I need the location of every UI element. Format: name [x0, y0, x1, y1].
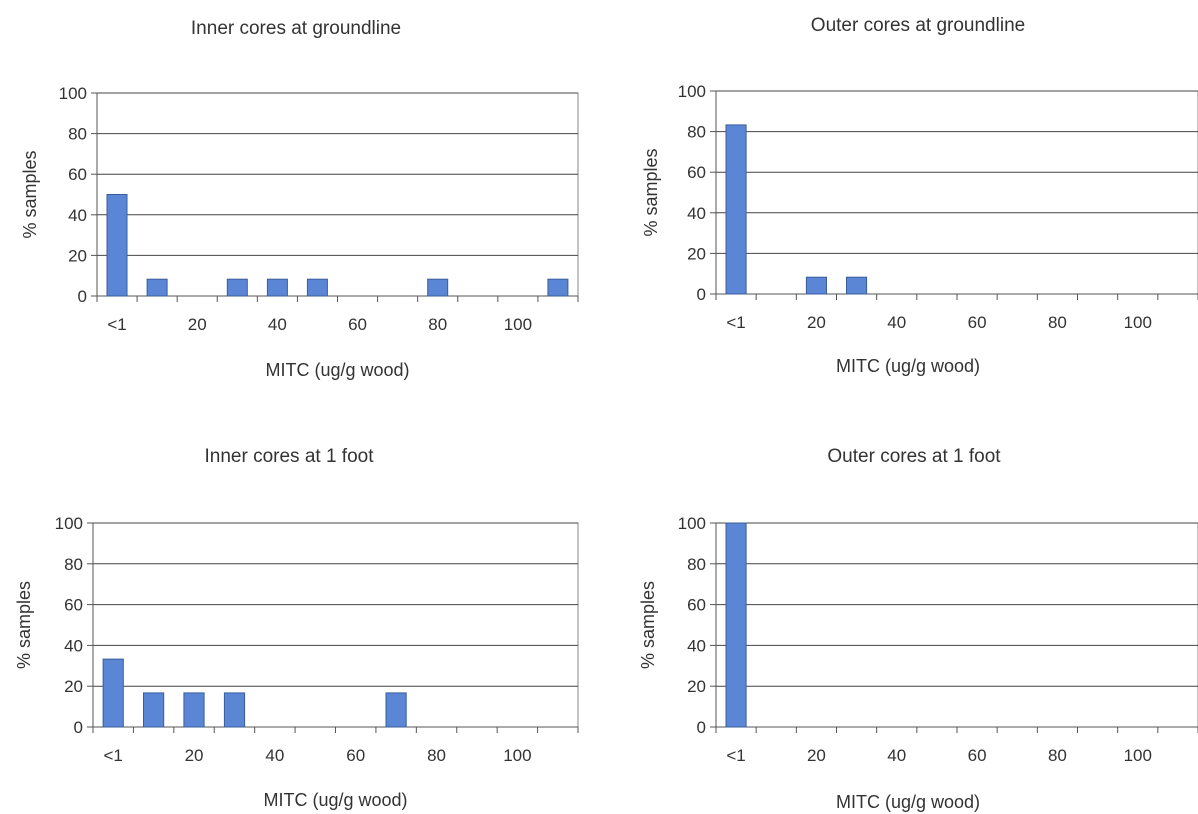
chart-outer-cores-groundline: 0 20 40 60 80 100 <1 20 40 60 80 100 Outer cores at …	[641, 15, 1198, 376]
y-tick-label: 20	[687, 244, 706, 263]
bar-lt1	[725, 124, 747, 295]
x-axis-label: MITC (ug/g wood)	[263, 790, 407, 810]
x-tick-label: 60	[348, 315, 367, 334]
chart-outer-cores-1-foot: 0 20 40 60 80 100 <1 20 40 60 80 100 Outer cores at …	[638, 446, 1198, 812]
x-tick-label: 80	[428, 315, 447, 334]
x-tick-label: 80	[1048, 746, 1067, 765]
x-tick-label: 80	[427, 746, 446, 765]
y-tick-label: 100	[59, 84, 87, 103]
bar-110	[547, 278, 569, 297]
y-tick-label: 60	[68, 165, 87, 184]
y-tick-label: 80	[64, 555, 83, 574]
y-tick-label: 40	[687, 636, 706, 655]
bar-80	[427, 278, 449, 297]
chart-title: Outer cores at 1 foot	[827, 446, 1001, 467]
bar-70	[385, 692, 407, 728]
y-tick-label: 80	[687, 555, 706, 574]
x-axis-label: MITC (ug/g wood)	[265, 360, 409, 380]
bar-10	[146, 278, 168, 297]
y-tick-label: 80	[68, 125, 87, 144]
plot-area	[92, 522, 579, 728]
x-tick-label: 20	[807, 313, 826, 332]
y-tick-label: 0	[697, 718, 706, 737]
y-tick-label: 20	[687, 677, 706, 696]
x-axis-label: MITC (ug/g wood)	[836, 356, 980, 376]
plot-area	[715, 90, 1198, 295]
bar-30	[226, 278, 248, 297]
bar-20	[183, 692, 205, 728]
x-tick-label: 100	[503, 746, 531, 765]
y-tick-label: 100	[678, 82, 706, 101]
x-tick-label: 20	[807, 746, 826, 765]
x-tick-label: <1	[726, 746, 745, 765]
y-tick-label: 0	[697, 285, 706, 304]
y-tick-label: 40	[68, 206, 87, 225]
y-tick-label: 100	[55, 514, 83, 533]
bar-50	[306, 278, 328, 297]
y-tick-label: 80	[687, 123, 706, 142]
y-tick-label: 20	[68, 246, 87, 265]
x-tick-label: 60	[968, 313, 987, 332]
x-tick-label: 100	[1124, 313, 1152, 332]
y-tick-label: 100	[678, 514, 706, 533]
x-tick-label: 40	[887, 746, 906, 765]
bar-10	[143, 692, 165, 728]
chart-title: Inner cores at 1 foot	[205, 446, 375, 467]
y-axis-label: % samples	[20, 150, 40, 238]
y-axis-label: % samples	[14, 581, 34, 669]
bar-lt1	[102, 658, 124, 728]
y-axis-label: % samples	[641, 148, 661, 236]
x-tick-label: <1	[107, 315, 126, 334]
y-tick-label: 60	[687, 163, 706, 182]
y-tick-label: 20	[64, 677, 83, 696]
x-tick-label: 100	[1124, 746, 1152, 765]
y-axis-label: % samples	[638, 581, 658, 669]
chart-inner-cores-groundline: 0 20 40 60 80 100 <1 20 40 60 80 100 Inner cores at …	[20, 18, 579, 380]
chart-inner-cores-1-foot: 0 20 40 60 80 100 <1 20 40 60 80 100 Inner cores at …	[14, 446, 579, 810]
chart-title: Inner cores at groundline	[191, 18, 401, 39]
x-tick-label: 40	[887, 313, 906, 332]
x-tick-label: <1	[726, 313, 745, 332]
y-tick-label: 0	[74, 718, 83, 737]
y-tick-label: 40	[64, 636, 83, 655]
x-axis-label: MITC (ug/g wood)	[836, 792, 980, 812]
x-tick-label: 40	[268, 315, 287, 334]
bar-20	[805, 276, 828, 295]
bar-30	[223, 692, 246, 728]
x-tick-label: 60	[346, 746, 365, 765]
x-tick-label: 60	[968, 746, 987, 765]
x-tick-label: 80	[1048, 313, 1067, 332]
plot-area	[96, 92, 579, 297]
y-tick-label: 60	[687, 596, 706, 615]
plot-area	[715, 522, 1198, 728]
x-tick-label: 20	[188, 315, 207, 334]
chart-title: Outer cores at groundline	[811, 15, 1025, 36]
y-tick-label: 40	[687, 204, 706, 223]
bar-30	[846, 276, 868, 295]
y-tick-label: 0	[78, 287, 87, 306]
y-tick-label: 60	[64, 596, 83, 615]
bar-lt1	[725, 522, 747, 728]
x-tick-label: 20	[185, 746, 204, 765]
bar-lt1	[106, 194, 128, 297]
bar-40	[266, 278, 288, 297]
x-tick-label: <1	[104, 746, 123, 765]
x-tick-label: 100	[504, 315, 532, 334]
x-tick-label: 40	[265, 746, 284, 765]
